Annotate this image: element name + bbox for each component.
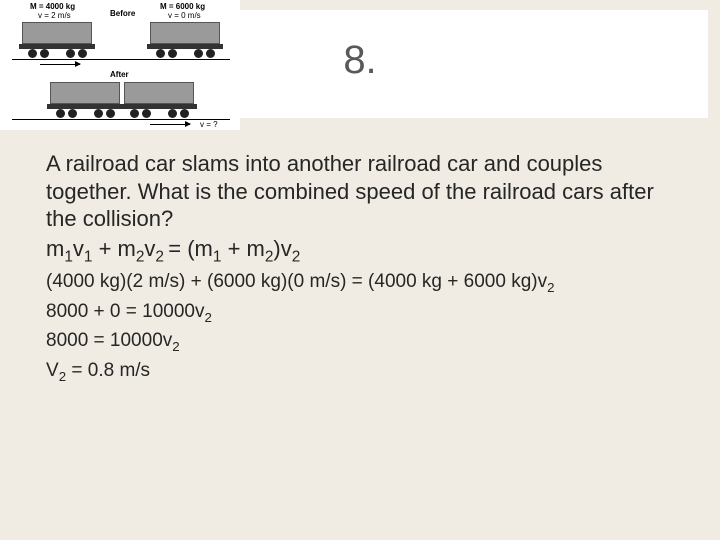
wheel-icon	[180, 109, 189, 118]
t: v	[144, 236, 155, 261]
wheel-icon	[56, 109, 65, 118]
before-car2	[150, 22, 220, 44]
after-car2	[124, 82, 194, 104]
car1-mass-label: M = 4000 kg	[30, 2, 75, 11]
after-car1	[50, 82, 120, 104]
t: 8000 + 0 = 10000v	[46, 301, 204, 322]
after-arrow-icon	[150, 124, 190, 125]
before-track	[12, 59, 230, 60]
car2-mass-label: M = 6000 kg	[160, 2, 205, 11]
wheel-icon	[94, 109, 103, 118]
wheel-icon	[106, 109, 115, 118]
t: +	[92, 236, 117, 261]
car2-v-label: v = 0 m/s	[168, 11, 201, 20]
t: m	[118, 236, 136, 261]
momentum-formula: m1v1 + m2v2 = (m1 + m2)v2	[46, 235, 674, 267]
after-track	[12, 119, 230, 120]
sub: 2	[155, 248, 168, 265]
work-line-1: (4000 kg)(2 m/s) + (6000 kg)(0 m/s) = (4…	[46, 269, 674, 297]
wheel-icon	[130, 109, 139, 118]
wheel-icon	[66, 49, 75, 58]
wheel-icon	[206, 49, 215, 58]
collision-diagram: M = 4000 kg v = 2 m/s Before M = 6000 kg…	[0, 0, 240, 130]
sub: 1	[64, 248, 73, 265]
t: v	[73, 236, 84, 261]
work-line-4: V2 = 0.8 m/s	[46, 358, 674, 386]
wheel-icon	[156, 49, 165, 58]
after-v-label: v = ?	[200, 120, 218, 129]
sub: 2	[204, 309, 211, 324]
sub: 2	[59, 369, 66, 384]
t: = (m	[168, 236, 213, 261]
t: m	[46, 236, 64, 261]
sub: 2	[292, 248, 301, 265]
wheel-icon	[142, 109, 151, 118]
after-label: After	[110, 70, 129, 79]
t: = 0.8 m/s	[66, 360, 150, 381]
before-label: Before	[110, 9, 135, 18]
t: V	[46, 360, 59, 381]
before-car1	[22, 22, 92, 44]
question-prompt: A railroad car slams into another railro…	[46, 150, 674, 233]
wheel-icon	[168, 49, 177, 58]
body-text: A railroad car slams into another railro…	[46, 150, 674, 386]
wheel-icon	[168, 109, 177, 118]
slide: 8. M = 4000 kg v = 2 m/s Before M = 6000…	[0, 0, 720, 540]
wheel-icon	[78, 49, 87, 58]
car1-v-label: v = 2 m/s	[38, 11, 71, 20]
wheel-icon	[68, 109, 77, 118]
before-arrow-icon	[40, 64, 80, 65]
t: 8000 = 10000v	[46, 330, 172, 351]
t: (4000 kg)(2 m/s) + (6000 kg)(0 m/s) = (4…	[46, 271, 547, 292]
wheel-icon	[40, 49, 49, 58]
t: + m	[221, 236, 264, 261]
wheel-icon	[28, 49, 37, 58]
sub: 2	[172, 339, 179, 354]
sub: 2	[547, 280, 554, 295]
work-line-3: 8000 = 10000v2	[46, 328, 674, 356]
t: )v	[273, 236, 291, 261]
wheel-icon	[194, 49, 203, 58]
work-line-2: 8000 + 0 = 10000v2	[46, 299, 674, 327]
